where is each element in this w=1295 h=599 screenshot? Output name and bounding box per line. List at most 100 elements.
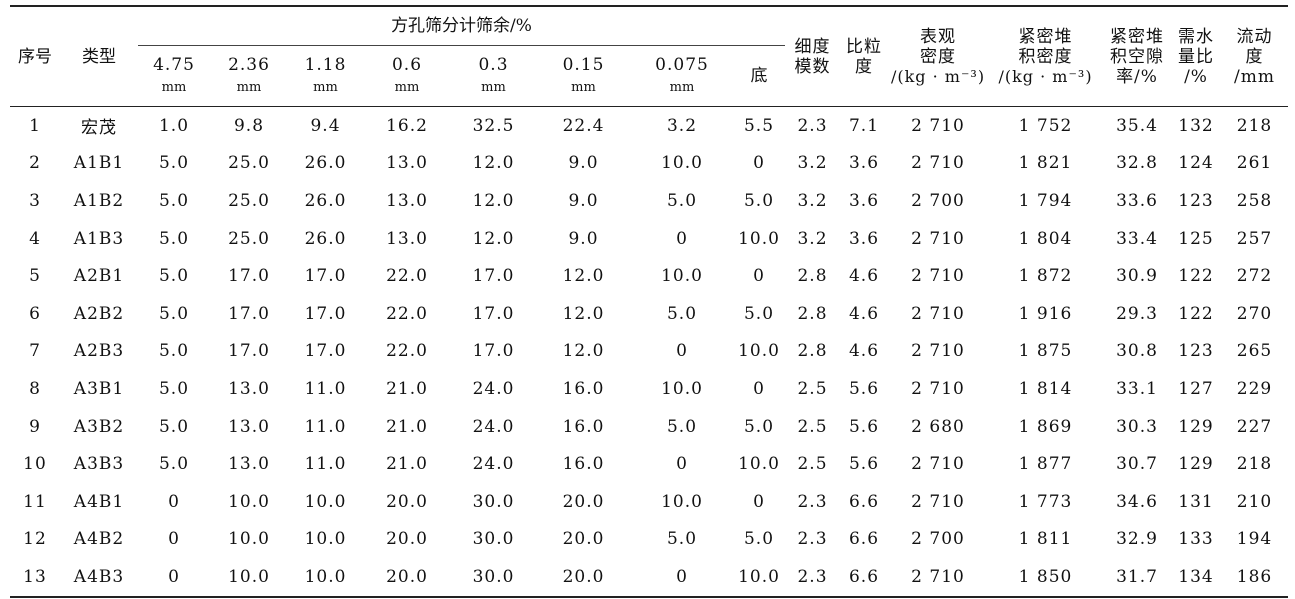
- cell-sieve-4-75: 5.0: [158, 190, 190, 211]
- cell-sieve-2-36: 9.8: [233, 115, 265, 136]
- cell-type: A4B2: [73, 529, 125, 550]
- cell-water-demand-ratio: 123: [1178, 190, 1214, 211]
- cell-sieve-1-18: 17.0: [304, 303, 347, 324]
- cell-sieve-4-75: 0: [138, 558, 210, 598]
- cell-bulk-density: 1 916: [1018, 303, 1073, 324]
- cell-sieve-2-36: 17.0: [228, 341, 270, 362]
- cell-void-ratio: 32.9: [1116, 529, 1158, 550]
- cell-void-ratio: 30.9: [1116, 266, 1158, 287]
- cell-sieve-0-075: 10.0: [661, 266, 703, 287]
- header-sieve-2-36: 2.36 mm: [210, 45, 288, 107]
- table-row: 13 A4B3 0 10.0 10.0 20.0 30.0 20.0 0 10.0 2.3 6.6 2 …: [10, 558, 1289, 598]
- cell-sieve-0-3: 17.0: [472, 303, 515, 324]
- cell-sieve-2-36: 17.0: [228, 266, 270, 287]
- table-row: 5 A2B1 5.0 17.0 17.0 22.0 17.0 12.0 10.0 0 2.8 4.6 2…: [10, 257, 1288, 295]
- cell-apparent-density: 2 700: [911, 529, 965, 550]
- cell-bottom: 0: [753, 266, 765, 287]
- cell-sieve-0-6: 20.0: [386, 529, 428, 550]
- cell-sieve-4-75: 5.0: [158, 228, 190, 249]
- cell-sieve-0-15: 16.0: [562, 454, 605, 475]
- cell-fluidity: 272: [1236, 266, 1273, 287]
- cell-type: A4B3: [60, 558, 138, 598]
- cell-apparent-density: 2 710: [911, 491, 965, 512]
- header-fineness-modulus: 细度 模数: [785, 5, 841, 107]
- cell-bulk-density: 1 872: [1018, 266, 1073, 287]
- cell-fluidity: 186: [1221, 558, 1289, 598]
- cell-water-demand-ratio: 133: [1178, 529, 1214, 550]
- header-sieve-group: 方孔筛分计筛余/%: [138, 5, 786, 46]
- cell-grain-ratio: 3.6: [848, 190, 880, 211]
- cell-bottom: 10.0: [738, 454, 780, 475]
- cell-fineness-modulus: 2.3: [797, 491, 828, 512]
- header-sieve-0-3: 0.3 mm: [451, 45, 536, 107]
- cell-grain-ratio: 5.6: [848, 416, 880, 437]
- cell-sieve-0-6: 16.2: [386, 115, 428, 136]
- cell-grain-ratio: 3.6: [848, 228, 880, 249]
- cell-type: A4B1: [73, 491, 125, 512]
- table-row: 11 A4B1 0 10.0 10.0 20.0 30.0 20.0 10.0 0 2.3 6.6 2 …: [10, 483, 1288, 521]
- cell-sieve-0-6: 20.0: [386, 491, 428, 512]
- cell-sieve-0-6: 21.0: [386, 378, 428, 399]
- cell-sieve-0-6: 13.0: [386, 190, 428, 211]
- cell-sieve-0-075: 0: [676, 454, 688, 475]
- cell-sieve-1-18: 9.4: [310, 115, 341, 136]
- cell-sieve-0-075: 5.0: [666, 303, 698, 324]
- cell-sieve-0-6: 22.0: [386, 266, 428, 287]
- cell-fluidity: 261: [1236, 153, 1273, 174]
- cell-fineness-modulus: 2.8: [797, 303, 828, 324]
- cell-fineness-modulus: 2.5: [797, 378, 828, 399]
- cell-sieve-0-3: 24.0: [472, 416, 515, 437]
- cell-sieve-0-3: 30.0: [472, 491, 515, 512]
- cell-bottom: 5.0: [743, 303, 775, 324]
- cell-bulk-density: 1 752: [1018, 115, 1073, 136]
- cell-water-demand-ratio: 124: [1178, 153, 1214, 174]
- cell-bottom: 5.5: [743, 115, 775, 136]
- cell-sieve-2-36: 10.0: [228, 491, 270, 512]
- cell-void-ratio: 30.3: [1116, 416, 1158, 437]
- cell-bottom: 0: [753, 491, 765, 512]
- cell-bottom: 10.0: [738, 341, 780, 362]
- cell-sieve-0-15: 9.0: [568, 190, 599, 211]
- cell-sieve-1-18: 11.0: [304, 378, 347, 399]
- cell-seq: 1: [29, 115, 41, 136]
- cell-sieve-0-15: 12.0: [562, 266, 605, 287]
- header-grain-ratio: 比粒 度: [840, 5, 889, 107]
- cell-sieve-0-6: 22.0: [386, 303, 428, 324]
- cell-type: A2B1: [73, 266, 125, 287]
- cell-water-demand-ratio: 122: [1178, 303, 1214, 324]
- cell-fluidity: 229: [1236, 378, 1273, 399]
- cell-seq: 13: [10, 558, 60, 598]
- header-sieve-0-15: 0.15 mm: [536, 45, 631, 107]
- cell-bottom: 5.0: [743, 190, 775, 211]
- cell-type: A3B1: [73, 378, 125, 399]
- cell-seq: 4: [29, 228, 41, 249]
- cell-sieve-0-6: 13.0: [386, 228, 428, 249]
- header-seq: 序号: [10, 5, 60, 107]
- cell-sieve-0-075: 10.0: [661, 153, 703, 174]
- cell-type: A1B1: [73, 153, 125, 174]
- cell-sieve-0-075: 5.0: [666, 529, 698, 550]
- cell-sieve-1-18: 17.0: [304, 266, 347, 287]
- cell-sieve-2-36: 10.0: [228, 529, 270, 550]
- table-row: 7 A2B3 5.0 17.0 17.0 22.0 17.0 12.0 0 10.0 2.8 4.6 2…: [10, 333, 1288, 371]
- header-sieve-0-6: 0.6 mm: [363, 45, 451, 107]
- cell-grain-ratio: 3.6: [848, 153, 880, 174]
- cell-sieve-4-75: 5.0: [158, 266, 190, 287]
- cell-sieve-0-3: 24.0: [472, 378, 515, 399]
- cell-fluidity: 227: [1236, 416, 1273, 437]
- cell-type: 宏茂: [81, 118, 117, 139]
- cell-sieve-2-36: 13.0: [228, 416, 270, 437]
- header-bulk-density: 紧密堆 积密度 /(kg · m⁻³): [988, 5, 1104, 107]
- cell-bulk-density: 1 794: [1018, 190, 1073, 211]
- cell-bulk-density: 1 811: [1018, 529, 1073, 550]
- cell-type: A2B2: [73, 303, 125, 324]
- cell-void-ratio: 34.6: [1116, 491, 1158, 512]
- cell-fluidity: 257: [1236, 228, 1273, 249]
- header-apparent-density: 表观 密度 /(kg · m⁻³): [888, 5, 989, 107]
- cell-grain-ratio: 5.6: [848, 454, 880, 475]
- cell-sieve-4-75: 5.0: [158, 454, 190, 475]
- cell-void-ratio: 35.4: [1116, 115, 1158, 136]
- cell-void-ratio: 33.1: [1116, 378, 1158, 399]
- cell-apparent-density: 2 710: [911, 228, 965, 249]
- cell-fluidity: 270: [1236, 303, 1273, 324]
